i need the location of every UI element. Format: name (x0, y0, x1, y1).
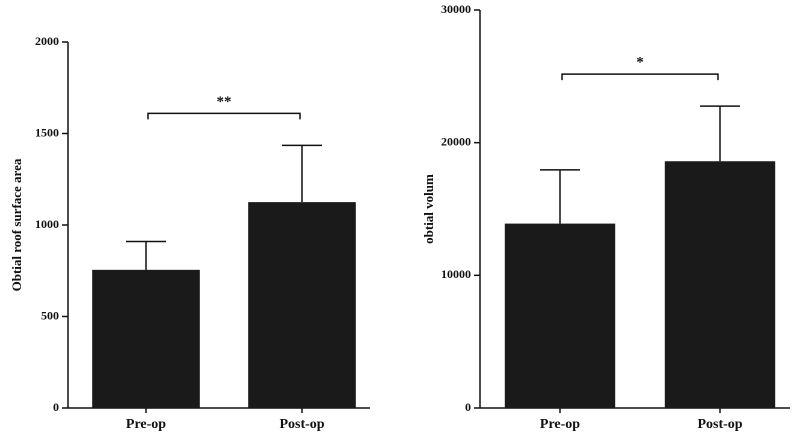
y-tick-label: 0 (53, 400, 59, 414)
y-tick-label: 20000 (441, 134, 471, 148)
significance-label: ** (217, 94, 232, 110)
bar (664, 161, 776, 408)
significance-bracket (561, 73, 719, 81)
y-tick-label: 30000 (441, 2, 471, 16)
significance-label: * (636, 55, 644, 71)
y-tick-label: 10000 (441, 267, 471, 281)
x-tick-label: Pre-op (126, 417, 166, 432)
error-bar (540, 169, 580, 224)
y-tick-label: 500 (41, 308, 59, 322)
x-tick-label: Pre-op (540, 417, 580, 432)
y-tick-label: 2000 (35, 34, 59, 48)
y-axis-label: obtial volum (421, 174, 436, 244)
error-bar (700, 105, 740, 162)
y-tick-label: 0 (465, 400, 471, 414)
error-bar (126, 240, 166, 270)
y-tick-label: 1500 (35, 125, 59, 139)
error-bar (282, 144, 322, 203)
significance-bracket (147, 112, 301, 120)
bar (504, 223, 616, 408)
bar (92, 269, 200, 408)
y-axis-label: Obtial roof surface area (9, 158, 24, 291)
x-tick-label: Post-op (279, 417, 324, 432)
y-tick-label: 1000 (35, 217, 59, 231)
x-tick-label: Post-op (697, 417, 742, 432)
bar (248, 202, 356, 408)
